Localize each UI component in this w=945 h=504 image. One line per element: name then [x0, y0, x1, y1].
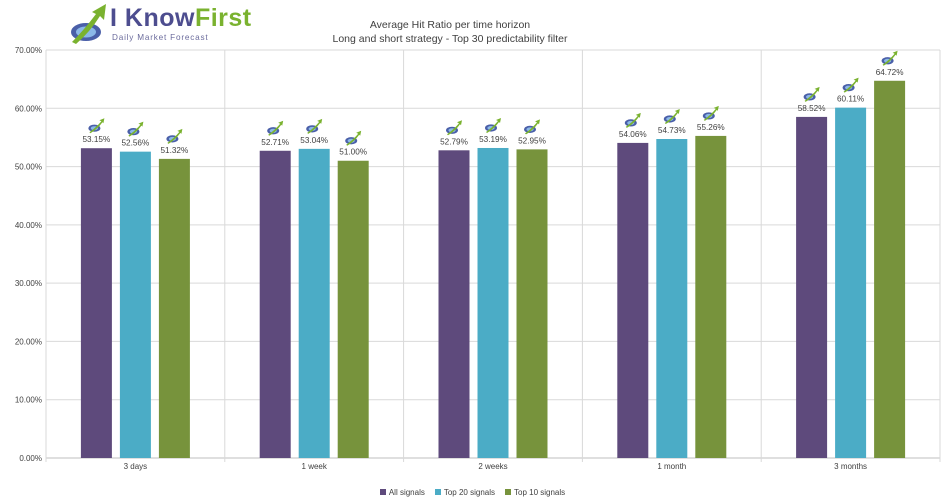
bar: [617, 142, 649, 459]
data-label: 53.19%: [479, 135, 507, 144]
logo-brand-main: I Know: [110, 4, 195, 32]
x-tick-label: 3 days: [124, 462, 148, 471]
data-label: 53.04%: [300, 136, 328, 145]
data-label-logo-icon: [346, 130, 362, 146]
logo-tagline: Daily Market Forecast: [112, 33, 209, 42]
legend-item: Top 20 signals: [434, 488, 495, 497]
data-label: 51.32%: [161, 146, 189, 155]
x-tick-label: 1 month: [657, 462, 686, 471]
logo-brand: I KnowFirst: [110, 4, 252, 33]
data-label: 64.72%: [876, 68, 904, 77]
data-label-logo-icon: [167, 128, 183, 144]
data-label: 52.79%: [440, 137, 468, 146]
bar: [438, 150, 470, 459]
data-label-logo-icon: [882, 50, 898, 66]
company-logo: I KnowFirst Daily Market Forecast: [66, 2, 251, 46]
y-tick-label: 30.00%: [15, 279, 42, 288]
bar: [695, 135, 727, 458]
data-label-logo-icon: [307, 118, 323, 134]
data-label-logo-icon: [664, 109, 680, 125]
data-label: 55.26%: [697, 123, 725, 132]
data-label-logo-icon: [804, 86, 820, 102]
data-label-logo-icon: [843, 77, 859, 93]
y-tick-label: 40.00%: [15, 221, 42, 230]
x-tick-label: 1 week: [302, 462, 328, 471]
data-label-logo-icon: [525, 119, 540, 135]
data-label: 60.11%: [837, 95, 864, 104]
data-label: 51.00%: [339, 148, 367, 157]
y-tick-label: 70.00%: [15, 46, 42, 55]
data-label: 52.71%: [261, 138, 289, 147]
y-tick-label: 20.00%: [15, 337, 42, 346]
y-tick-label: 0.00%: [19, 454, 42, 463]
legend-item: Top 10 signals: [505, 488, 565, 497]
x-tick-label: 3 months: [834, 462, 867, 471]
bar: [119, 151, 151, 459]
bar: [298, 148, 330, 458]
data-label: 53.15%: [83, 135, 111, 144]
legend-swatch: [434, 489, 441, 495]
data-label-logo-icon: [486, 117, 501, 133]
legend-label: Top 10 signals: [514, 488, 566, 497]
logo-arrow-icon: [71, 4, 106, 44]
bar: [835, 107, 867, 459]
bar: [656, 139, 688, 458]
bar: [796, 116, 828, 459]
data-label: 52.95%: [518, 136, 546, 145]
data-label: 54.73%: [658, 126, 686, 135]
chart-title: Average Hit Ratio per time horizon: [369, 19, 531, 31]
bar: [516, 149, 548, 458]
data-label-logo-icon: [128, 121, 144, 137]
bar: [80, 148, 112, 458]
legend-swatch: [505, 489, 511, 495]
data-label-logo-icon: [625, 112, 641, 128]
data-label: 58.52%: [798, 104, 826, 113]
data-label-logo-icon: [89, 118, 105, 134]
data-label: 54.06%: [619, 130, 647, 139]
chart-subtitle: Long and short strategy - Top 30 predict…: [332, 33, 568, 45]
bar: [477, 147, 509, 459]
y-tick-label: 60.00%: [15, 104, 42, 113]
x-tick-label: 2 weeks: [478, 462, 507, 471]
bar: [337, 160, 369, 458]
y-tick-label: 10.00%: [15, 396, 42, 405]
data-label: 52.56%: [122, 139, 150, 148]
chart-titles: Average Hit Ratio per time horizon Long …: [300, 18, 600, 46]
bar: [158, 158, 190, 458]
data-label-logo-icon: [703, 105, 719, 121]
bar: [874, 80, 906, 459]
data-label-logo-icon: [447, 120, 462, 136]
legend-label: All signals: [388, 488, 425, 497]
chart-legend: All signals Top 20 signals Top 10 signals: [0, 488, 945, 497]
data-label-logo-icon: [268, 120, 284, 136]
y-tick-label: 50.00%: [15, 163, 42, 172]
legend-item: All signals: [379, 488, 425, 497]
logo-brand-accent: First: [194, 4, 252, 32]
bar: [259, 150, 291, 458]
legend-swatch: [379, 489, 386, 495]
legend-label: Top 20 signals: [443, 488, 495, 497]
